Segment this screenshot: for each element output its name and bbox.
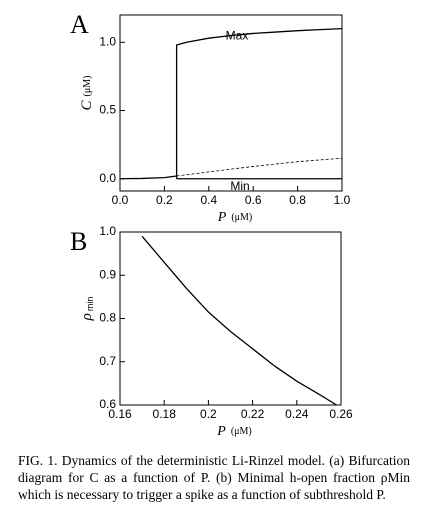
- x-tick-label: 0.26: [329, 407, 353, 421]
- plot-frame: [119, 14, 343, 192]
- x-label-unit: (μM): [231, 426, 252, 437]
- y-label: ρmin: [79, 297, 95, 322]
- y-tick-label: 1.0: [99, 34, 116, 48]
- figure: 0.0 0.2 0.4 0.6 0.8 1.0 0.0 0.5 1.0 A P (μM) C (μM) Ma…: [70, 10, 353, 439]
- y-label: C (μM): [79, 76, 95, 111]
- caption: FIG. 1. Dynamics of the deterministic Li…: [18, 453, 410, 502]
- x-tick-label: 0.0: [112, 193, 129, 207]
- y-label-unit: (μM): [82, 76, 93, 97]
- y-label-sub: min: [85, 297, 95, 312]
- x-label-var: P: [217, 210, 227, 225]
- series-line: [119, 175, 177, 180]
- x-tick-label: 0.22: [241, 407, 265, 421]
- x-label: P (μM): [217, 210, 252, 225]
- x-tick-label: 0.2: [200, 407, 217, 421]
- y-label-var: ρ: [79, 313, 95, 321]
- series-label: Min: [230, 179, 249, 193]
- x-tick-label: 0.2: [156, 193, 173, 207]
- series-label: Max: [226, 29, 249, 43]
- x-tick-label: 0.18: [153, 407, 177, 421]
- y-tick-label: 0.5: [99, 103, 116, 117]
- x-label-var: P: [216, 424, 226, 439]
- y-label-var: C: [79, 99, 95, 110]
- x-tick-label: 0.16: [108, 407, 132, 421]
- panel-label: B: [70, 227, 87, 256]
- x-label-unit: (μM): [231, 212, 252, 223]
- x-tick-label: 0.8: [289, 193, 306, 207]
- y-tick-label: 1.0: [99, 224, 116, 238]
- plot-frame: [119, 231, 342, 406]
- y-tick-label: 0.0: [99, 171, 116, 185]
- y-tick-label: 0.9: [99, 267, 116, 281]
- series-line: [141, 235, 337, 406]
- x-tick-label: 0.24: [285, 407, 309, 421]
- y-tick-label: 0.6: [99, 397, 116, 411]
- x-tick-label: 1.0: [334, 193, 351, 207]
- y-tick-label: 0.7: [99, 354, 116, 368]
- panel-label: A: [70, 10, 89, 39]
- y-tick-label: 0.8: [99, 311, 116, 325]
- x-tick-label: 0.6: [245, 193, 262, 207]
- x-label: P (μM): [216, 424, 251, 439]
- series-line: [175, 27, 343, 179]
- x-tick-label: 0.4: [200, 193, 217, 207]
- series-line: [176, 157, 343, 177]
